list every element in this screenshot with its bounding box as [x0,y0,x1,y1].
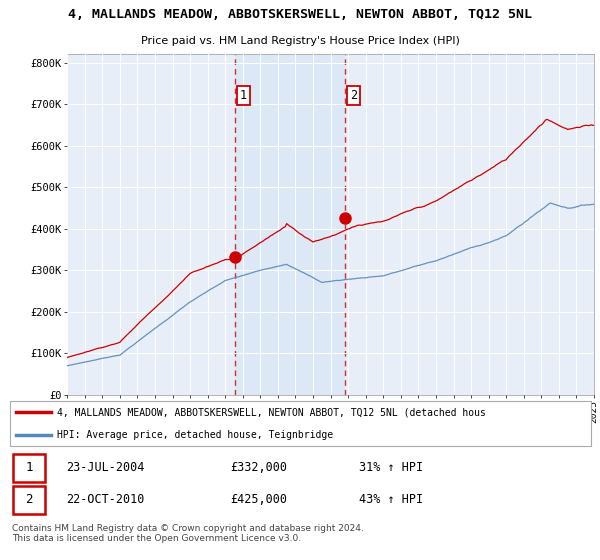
Text: 4, MALLANDS MEADOW, ABBOTSKERSWELL, NEWTON ABBOT, TQ12 5NL: 4, MALLANDS MEADOW, ABBOTSKERSWELL, NEWT… [68,8,532,21]
Text: 4, MALLANDS MEADOW, ABBOTSKERSWELL, NEWTON ABBOT, TQ12 5NL (detached hous: 4, MALLANDS MEADOW, ABBOTSKERSWELL, NEWT… [57,407,486,417]
Text: Price paid vs. HM Land Registry's House Price Index (HPI): Price paid vs. HM Land Registry's House … [140,36,460,46]
Bar [235,54,344,395]
Text: 1: 1 [25,461,33,474]
Text: 1: 1 [240,88,247,102]
FancyBboxPatch shape [13,454,46,482]
Text: 23-JUL-2004: 23-JUL-2004 [66,461,144,474]
Text: HPI: Average price, detached house, Teignbridge: HPI: Average price, detached house, Teig… [57,430,333,440]
FancyBboxPatch shape [10,401,591,446]
Text: Contains HM Land Registry data © Crown copyright and database right 2024.
This d: Contains HM Land Registry data © Crown c… [12,524,364,543]
Text: 2: 2 [25,493,33,506]
Text: 43% ↑ HPI: 43% ↑ HPI [359,493,424,506]
FancyBboxPatch shape [13,486,46,514]
Text: 31% ↑ HPI: 31% ↑ HPI [359,461,424,474]
Text: 2: 2 [350,88,357,102]
Text: £332,000: £332,000 [230,461,287,474]
Text: 22-OCT-2010: 22-OCT-2010 [66,493,144,506]
Text: £425,000: £425,000 [230,493,287,506]
